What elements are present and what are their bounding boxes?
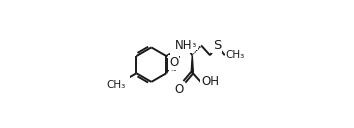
Text: CH₃: CH₃ xyxy=(177,39,196,49)
Text: S: S xyxy=(213,39,221,52)
Text: NH: NH xyxy=(175,39,192,52)
Text: CH₃: CH₃ xyxy=(226,50,245,60)
Text: S: S xyxy=(171,48,180,62)
Text: O: O xyxy=(174,83,183,96)
Text: OH: OH xyxy=(202,75,219,88)
Text: CH₃: CH₃ xyxy=(106,80,125,90)
Text: O: O xyxy=(173,41,182,55)
Polygon shape xyxy=(191,55,193,73)
Text: O: O xyxy=(169,56,178,69)
